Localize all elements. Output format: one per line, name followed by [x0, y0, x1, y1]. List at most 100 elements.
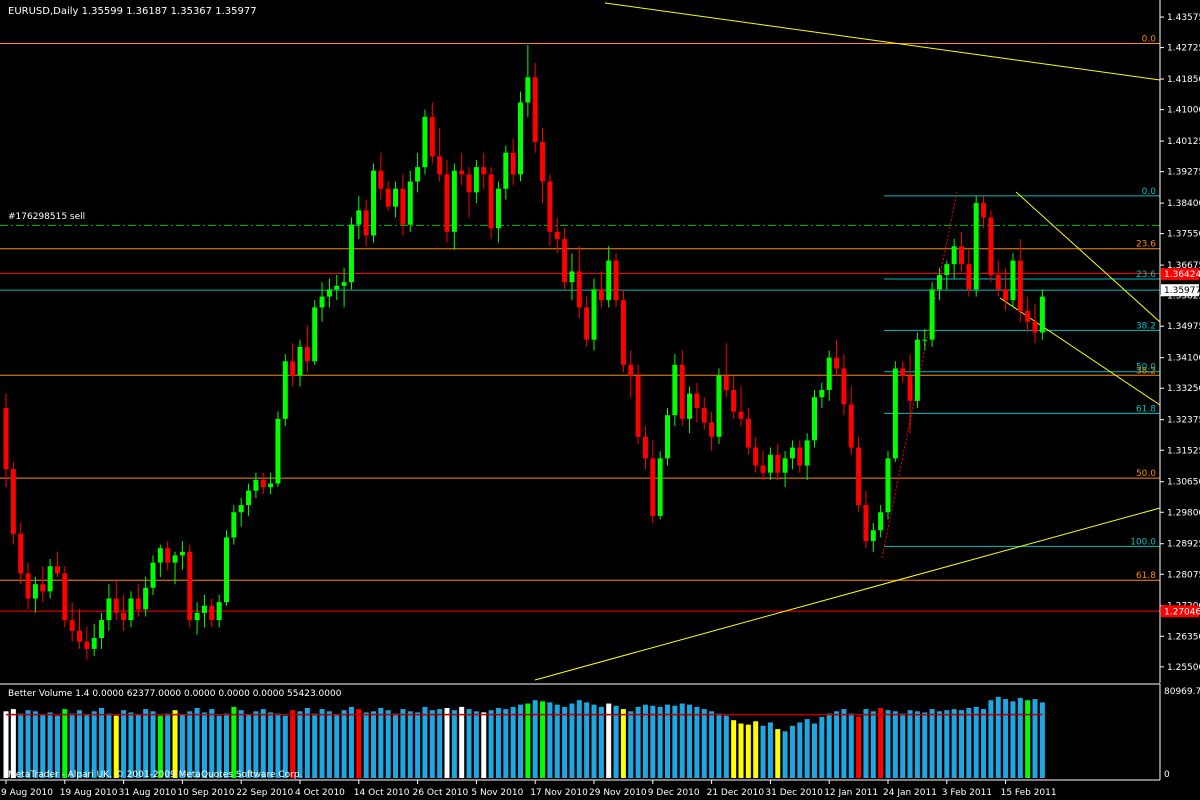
candles	[3, 44, 1045, 660]
candle-body-100	[738, 411, 744, 419]
volume-bar-79	[584, 702, 590, 778]
volume-bar-3	[25, 710, 31, 778]
candle-body-119	[878, 512, 884, 531]
volume-tick-bottom: 0	[1164, 770, 1170, 780]
volume-bar-32	[238, 710, 244, 778]
volume-bar-139	[1025, 700, 1031, 778]
volume-bar-28	[209, 709, 215, 778]
price-tick-label-17: 1.28925	[1167, 540, 1200, 550]
candle-body-43	[319, 296, 325, 308]
fib-large-label-4: 61.8	[1136, 571, 1156, 581]
price-tick-label-20: 1.26350	[1167, 632, 1200, 642]
price-tick-label-18: 1.28075	[1167, 570, 1200, 580]
candle-body-24	[179, 551, 185, 556]
fib-small-label-0: 0.0	[1142, 187, 1157, 197]
volume-bar-54	[400, 709, 406, 778]
candle-body-39	[290, 361, 296, 376]
volume-bar-71	[525, 703, 531, 778]
price-marker-label-0: 1.36424	[1164, 270, 1200, 280]
volume-bar-115	[848, 713, 854, 778]
candle-body-128	[944, 264, 950, 275]
volume-bar-73	[540, 701, 546, 778]
volume-bar-30	[224, 713, 229, 778]
volume-bar-10	[77, 710, 82, 778]
volume-bar-113	[834, 711, 840, 778]
price-tick-label-1: 1.42725	[1167, 44, 1200, 54]
candle-body-134	[988, 217, 994, 275]
candle-body-58	[429, 116, 435, 157]
candle-body-63	[466, 174, 472, 193]
price-marker-label-1: 1.35977	[1164, 286, 1200, 296]
candle-body-1	[10, 469, 16, 534]
candle-body-102	[753, 447, 759, 466]
volume-bar-75	[554, 704, 560, 778]
volume-bar-52	[385, 710, 391, 778]
candle-body-36	[268, 483, 274, 488]
candle-body-96	[709, 422, 715, 437]
candle-body-67	[495, 188, 501, 229]
price-marker-box-0	[1161, 268, 1199, 281]
candle-body-5	[40, 584, 46, 592]
candle-body-106	[782, 458, 788, 473]
volume-bar-111	[819, 716, 825, 778]
candle-body-75	[554, 231, 560, 240]
volume-bar-114	[841, 709, 847, 778]
price-marker-box-1	[1161, 284, 1199, 297]
volume-bar-21	[157, 715, 163, 778]
volume-bar-96	[709, 711, 715, 778]
volume-bar-13	[99, 707, 105, 778]
volume-bar-41	[304, 707, 310, 778]
candle-body-84	[620, 300, 626, 365]
volume-bar-85	[628, 711, 634, 778]
volume-bar-23	[172, 710, 178, 778]
volume-bar-104	[767, 722, 773, 778]
price-pane-bg	[0, 0, 1160, 683]
candle-body-85	[628, 364, 634, 376]
volume-bar-123	[907, 710, 913, 778]
candle-body-31	[231, 512, 237, 538]
candle-body-99	[731, 390, 737, 412]
volume-bar-60	[444, 707, 450, 778]
volume-bar-55	[407, 711, 413, 778]
candle-body-15	[113, 598, 119, 613]
volume-bar-77	[569, 703, 575, 778]
candle-body-107	[789, 447, 795, 459]
candle-body-45	[334, 285, 340, 290]
candle-body-0	[3, 408, 9, 470]
fib-small-label-3: 50.0	[1136, 363, 1156, 373]
volume-bar-15	[113, 715, 119, 778]
candle-body-10	[77, 630, 82, 642]
candle-body-4	[32, 584, 38, 599]
fib-small-label-4: 61.8	[1136, 404, 1156, 414]
time-tick-label-13: 31 Dec 2010	[765, 788, 823, 798]
volume-bar-76	[562, 706, 568, 778]
price-tick-label-11: 1.34100	[1167, 354, 1200, 364]
candle-body-92	[679, 364, 685, 419]
volume-bar-84	[620, 709, 626, 778]
volume-bar-26	[194, 707, 200, 778]
volume-bar-90	[665, 704, 670, 778]
candle-body-60	[444, 174, 450, 232]
time-tick-label-7: 26 Oct 2010	[413, 788, 469, 798]
volume-bar-43	[319, 709, 325, 778]
volume-bar-125	[922, 712, 928, 778]
candle-body-95	[701, 408, 707, 423]
volume-bar-118	[870, 711, 876, 778]
candle-body-124	[914, 339, 920, 401]
candle-body-51	[378, 170, 384, 189]
volume-bar-20	[150, 711, 156, 778]
volume-bar-110	[812, 723, 817, 778]
copyright-text: MetaTrader - Alpari UK, © 2001-2009 Meta…	[8, 770, 302, 780]
price-tick-label-16: 1.29800	[1167, 508, 1200, 518]
candle-body-66	[488, 174, 494, 229]
volume-bar-97	[716, 713, 722, 778]
candle-body-37	[275, 418, 281, 484]
time-tick-label-14: 12 Jan 2011	[824, 788, 878, 798]
volume-bar-4	[32, 711, 38, 778]
volume-bar-46	[341, 710, 347, 778]
time-tick-label-16: 3 Feb 2011	[942, 788, 992, 798]
candle-body-47	[348, 224, 354, 283]
volume-bar-44	[326, 711, 332, 778]
candle-body-123	[907, 375, 913, 401]
volume-bar-130	[959, 710, 964, 778]
